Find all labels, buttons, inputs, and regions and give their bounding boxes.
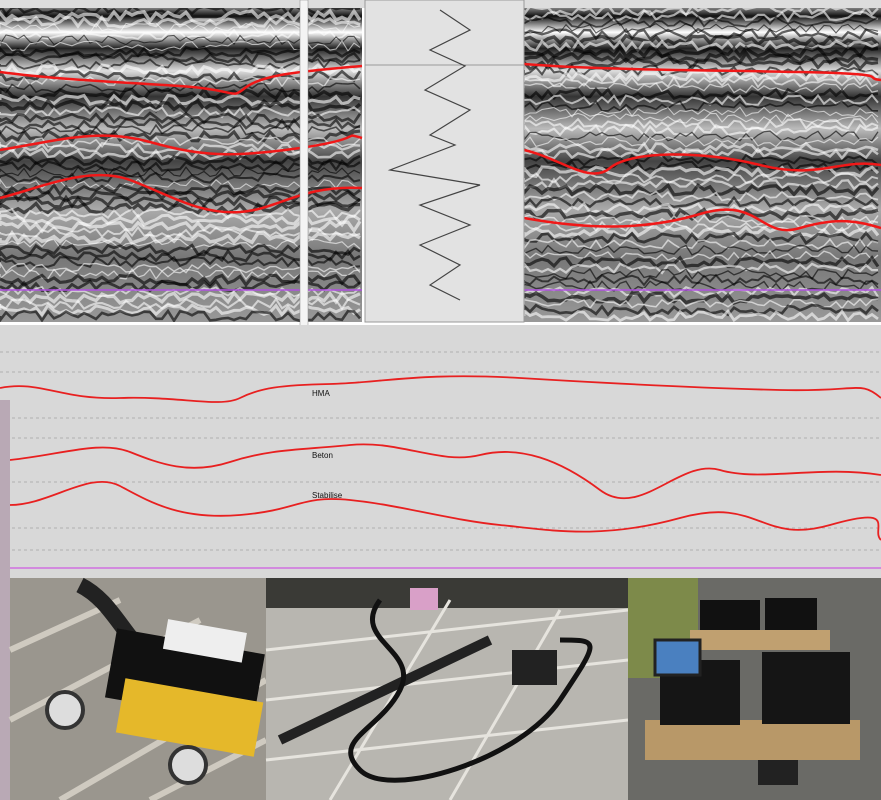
composite: HMA Beton Stabilise	[0, 0, 881, 800]
photo-cart	[10, 578, 266, 800]
side-bar	[0, 400, 10, 800]
trace-panel	[365, 0, 524, 322]
layer-label: HMA	[312, 389, 330, 398]
photo-laptop	[628, 578, 881, 800]
layer-label: Stabilise	[312, 491, 343, 500]
layer-label: Beton	[312, 451, 333, 460]
photo-cables	[266, 578, 628, 800]
screenshot: HMA Beton Stabilise	[0, 0, 881, 800]
layer-panel	[0, 325, 881, 578]
